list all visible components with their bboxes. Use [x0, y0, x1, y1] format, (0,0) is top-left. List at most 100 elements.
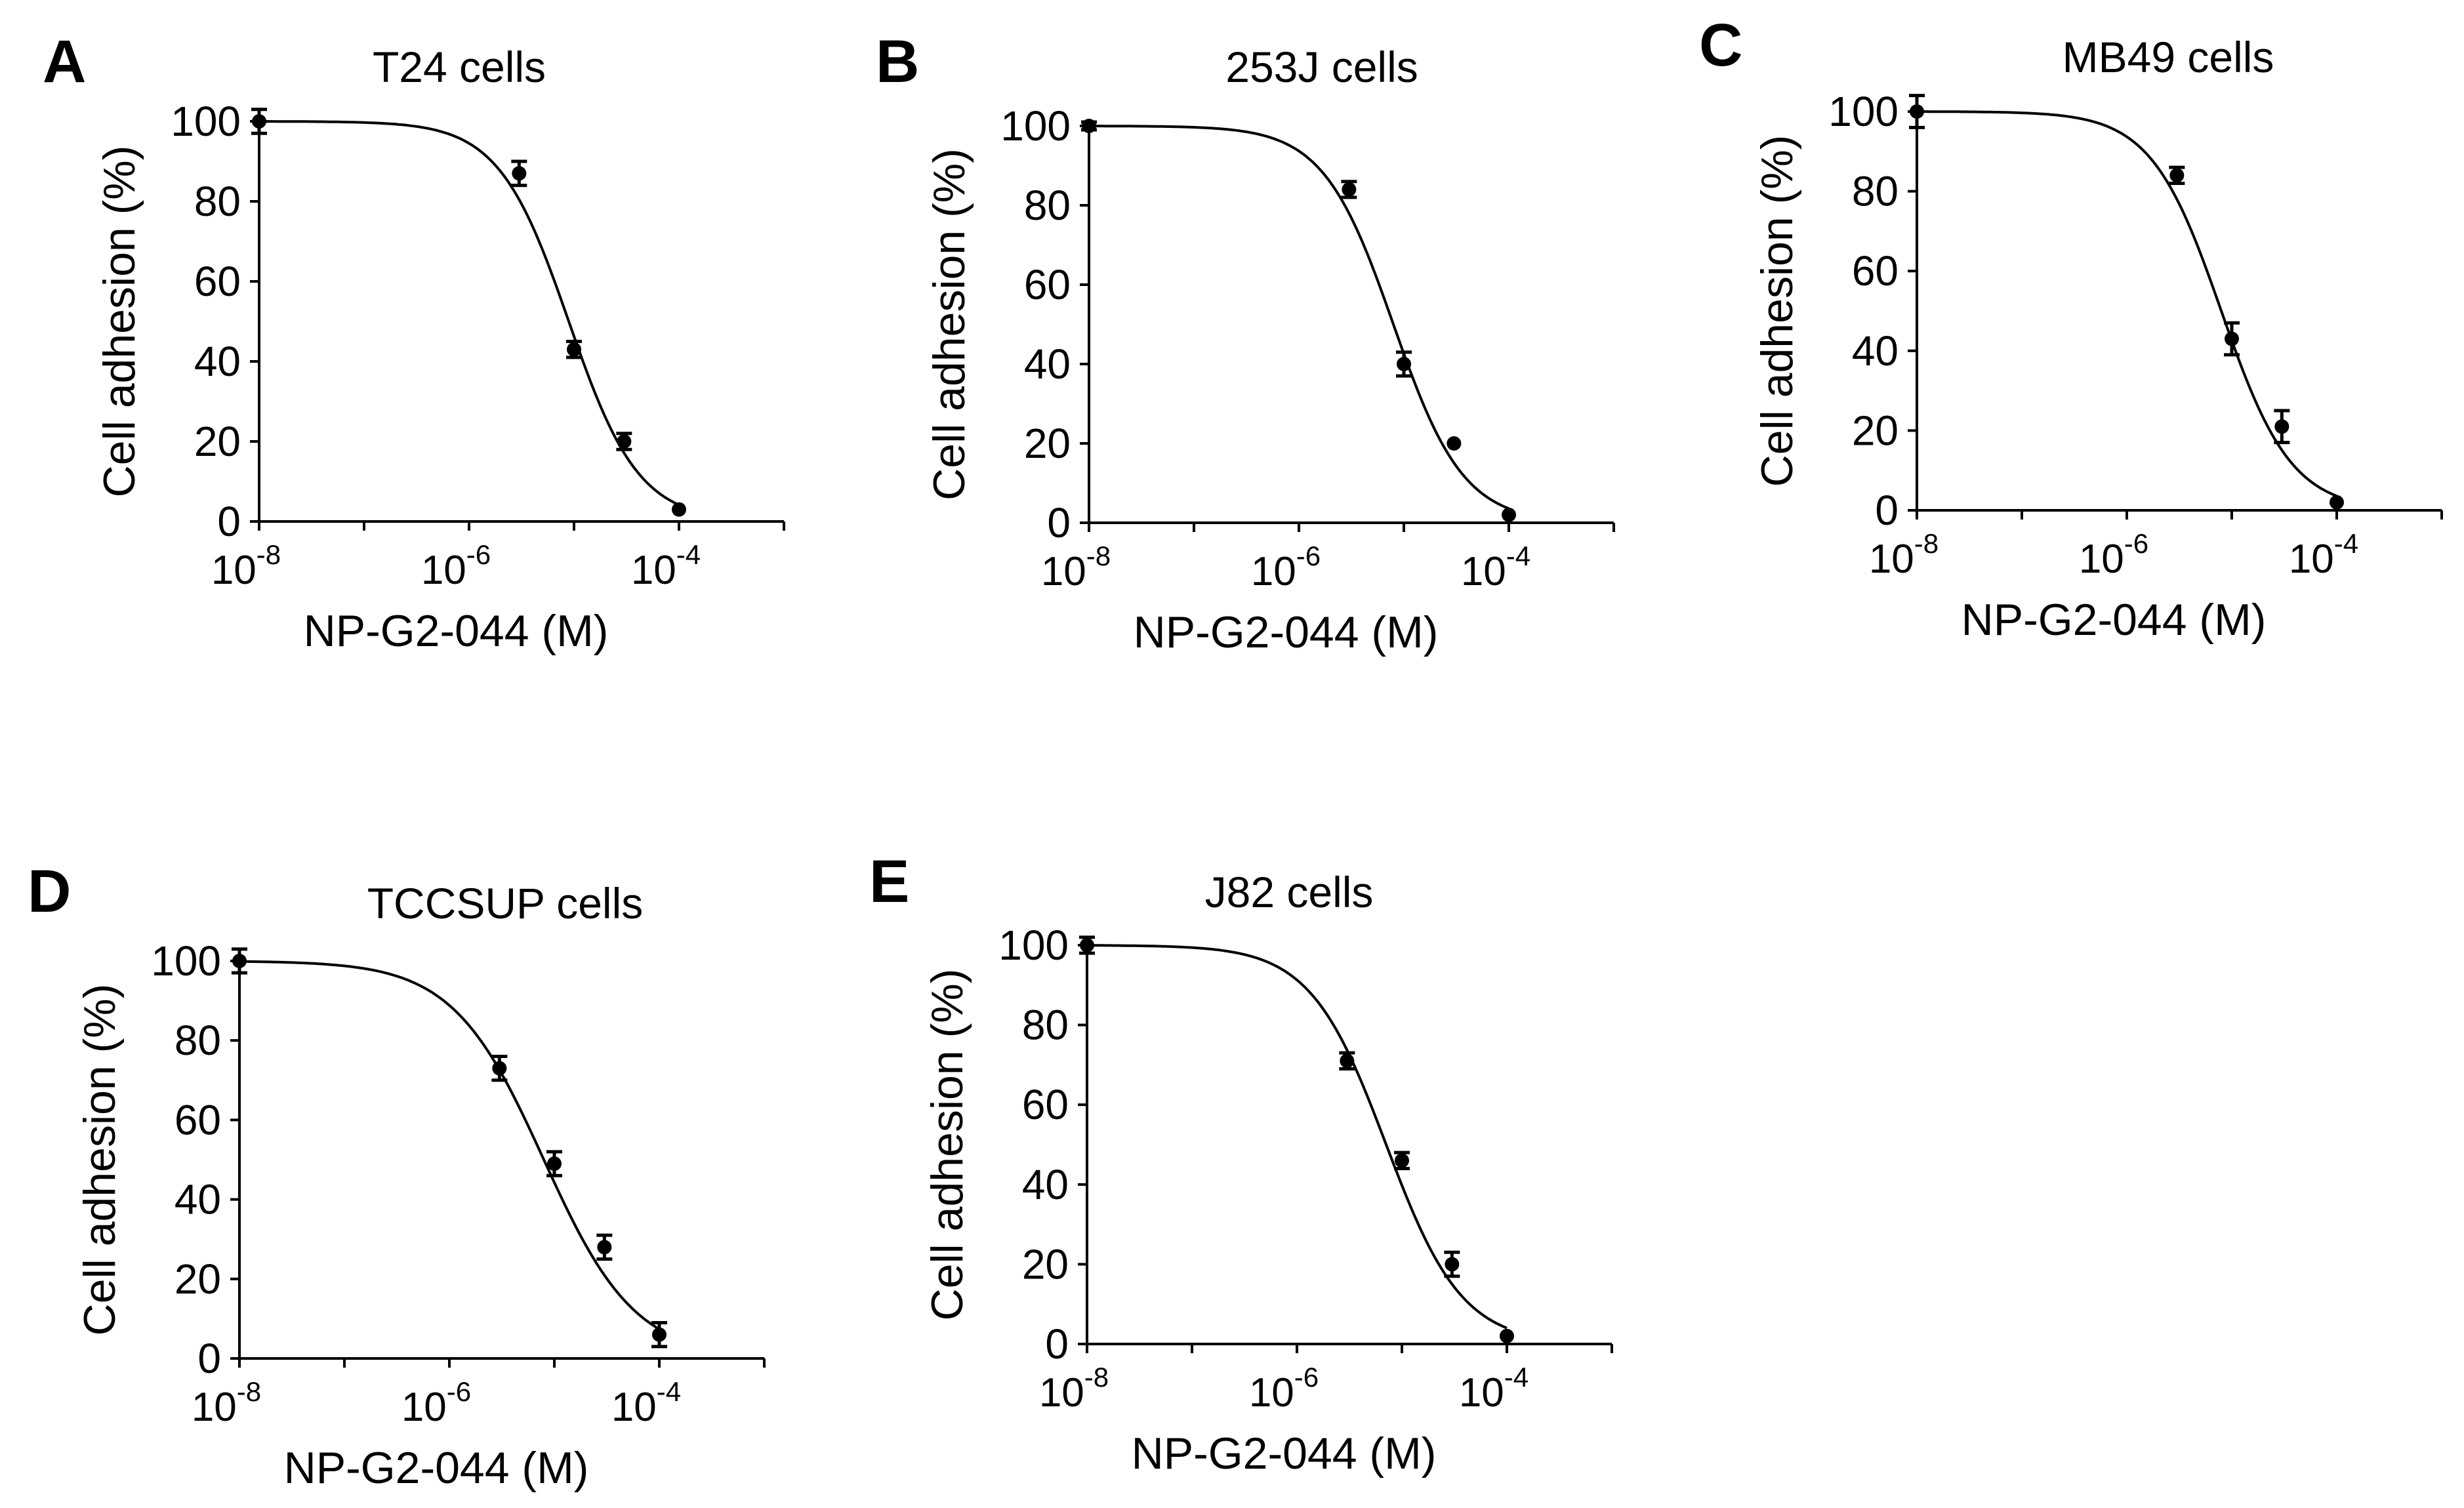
x-tick-label: 10-6 [421, 539, 491, 593]
data-point [652, 1327, 667, 1342]
fit-curve [1089, 125, 1509, 510]
y-tick-label: 100 [1828, 88, 1899, 135]
y-tick-label: 40 [194, 338, 241, 385]
panel-label: E [869, 848, 909, 915]
data-point [2169, 168, 2185, 183]
y-tick-label: 80 [1852, 168, 1899, 215]
data-point [232, 954, 247, 968]
y-tick-label: 60 [1022, 1081, 1069, 1128]
data-point [1342, 182, 1357, 197]
y-tick-label: 40 [1024, 340, 1071, 388]
data-point [2330, 495, 2344, 510]
y-axis-label: Cell adhesion (%) [924, 148, 974, 500]
y-tick-label: 0 [1047, 499, 1071, 546]
data-point [252, 114, 266, 129]
y-tick-label: 80 [1024, 182, 1071, 229]
data-point [1910, 104, 1924, 119]
chart-title: T24 cells [373, 43, 546, 91]
y-tick-label: 60 [1852, 247, 1899, 295]
data-point [1082, 119, 1096, 133]
x-tick-label: 10-4 [631, 539, 701, 593]
data-point [1395, 1153, 1409, 1168]
x-tick-label: 10-4 [2289, 528, 2358, 582]
x-tick-label: 10-6 [2079, 528, 2148, 582]
panel-label: C [1699, 12, 1742, 79]
data-point [1397, 357, 1411, 371]
x-tick-label: 10-6 [1249, 1362, 1319, 1416]
data-point [2274, 419, 2289, 434]
data-point [1500, 1328, 1514, 1343]
x-tick-label: 10-6 [401, 1376, 471, 1430]
y-tick-label: 100 [1000, 102, 1071, 150]
y-tick-label: 40 [1852, 327, 1899, 375]
x-tick-label: 10-8 [1039, 1362, 1109, 1416]
x-tick-label: 10-8 [211, 539, 281, 593]
y-tick-label: 80 [194, 178, 241, 225]
panel-label: A [43, 28, 86, 95]
data-point [617, 434, 632, 449]
data-point [1502, 507, 1516, 522]
panel-label: D [28, 858, 71, 925]
chart-title: TCCSUP cells [367, 879, 644, 927]
data-point [672, 502, 686, 517]
chart-panel: D TCCSUP cells 0 20 40 60 80 100 10-8 10-6 10-4 NP-… [28, 858, 766, 1493]
fit-curve [259, 120, 680, 506]
x-tick-label: 10-8 [1041, 540, 1111, 594]
y-tick-label: 80 [1022, 1002, 1069, 1049]
x-tick-label: 10-8 [192, 1376, 261, 1430]
y-tick-label: 60 [1024, 261, 1071, 308]
y-tick-label: 0 [217, 498, 241, 545]
data-point [597, 1240, 612, 1255]
y-tick-label: 20 [175, 1255, 221, 1303]
y-tick-label: 20 [1024, 420, 1071, 467]
panel-label: B [876, 28, 919, 95]
data-point [1445, 1257, 1460, 1272]
chart-panel: E J82 cells 0 20 40 60 80 100 10-8 10-6 10-4 NP-G2-… [869, 848, 1613, 1478]
x-axis-label: NP-G2-044 (M) [304, 606, 609, 656]
y-tick-label: 60 [175, 1096, 221, 1143]
x-axis-label: NP-G2-044 (M) [1134, 607, 1439, 657]
y-tick-label: 100 [151, 937, 221, 985]
y-axis-label: Cell adhesion (%) [94, 146, 144, 498]
data-point [492, 1061, 507, 1076]
data-point [567, 342, 581, 357]
data-point [512, 166, 527, 181]
y-tick-label: 0 [1875, 487, 1899, 534]
chart-title: 253J cells [1225, 43, 1418, 91]
chart-panel: A T24 cells 0 20 40 60 80 100 10-8 10-6 10-4 NP-G2-… [43, 28, 785, 656]
fit-curve [1087, 944, 1508, 1330]
y-tick-label: 80 [175, 1017, 221, 1064]
y-tick-label: 20 [1022, 1240, 1069, 1288]
x-axis-label: NP-G2-044 (M) [1961, 595, 2267, 645]
fit-curve [1917, 110, 2337, 498]
x-tick-label: 10-4 [1461, 540, 1530, 594]
y-tick-label: 20 [194, 418, 241, 465]
y-tick-label: 0 [197, 1335, 221, 1382]
data-point [2225, 331, 2239, 346]
y-tick-label: 20 [1852, 407, 1899, 454]
chart-title: MB49 cells [2063, 33, 2274, 81]
data-point [1080, 938, 1094, 952]
y-tick-label: 100 [998, 922, 1069, 969]
x-tick-label: 10-6 [1251, 540, 1321, 594]
x-axis-label: NP-G2-044 (M) [1132, 1429, 1437, 1478]
chart-title: J82 cells [1205, 868, 1374, 916]
x-tick-label: 10-4 [611, 1376, 681, 1430]
chart-panel: B 253J cells 0 20 40 60 80 100 10-8 10-6 10-4 NP-G2… [876, 28, 1615, 657]
y-tick-label: 40 [175, 1176, 221, 1223]
x-axis-label: NP-G2-044 (M) [284, 1443, 589, 1493]
x-tick-label: 10-4 [1459, 1362, 1529, 1416]
chart-panel: C MB49 cells 0 20 40 60 80 100 10-8 10-6 10-4 NP-G2… [1699, 12, 2443, 645]
data-point [547, 1156, 562, 1172]
y-tick-label: 100 [171, 98, 241, 145]
y-tick-label: 0 [1045, 1320, 1069, 1368]
y-axis-label: Cell adhesion (%) [922, 969, 972, 1321]
y-axis-label: Cell adhesion (%) [75, 984, 125, 1336]
x-tick-label: 10-8 [1869, 528, 1939, 582]
y-tick-label: 40 [1022, 1161, 1069, 1208]
y-axis-label: Cell adhesion (%) [1752, 135, 1802, 487]
fit-curve [239, 960, 661, 1331]
y-tick-label: 60 [194, 258, 241, 305]
data-point [1447, 436, 1462, 451]
